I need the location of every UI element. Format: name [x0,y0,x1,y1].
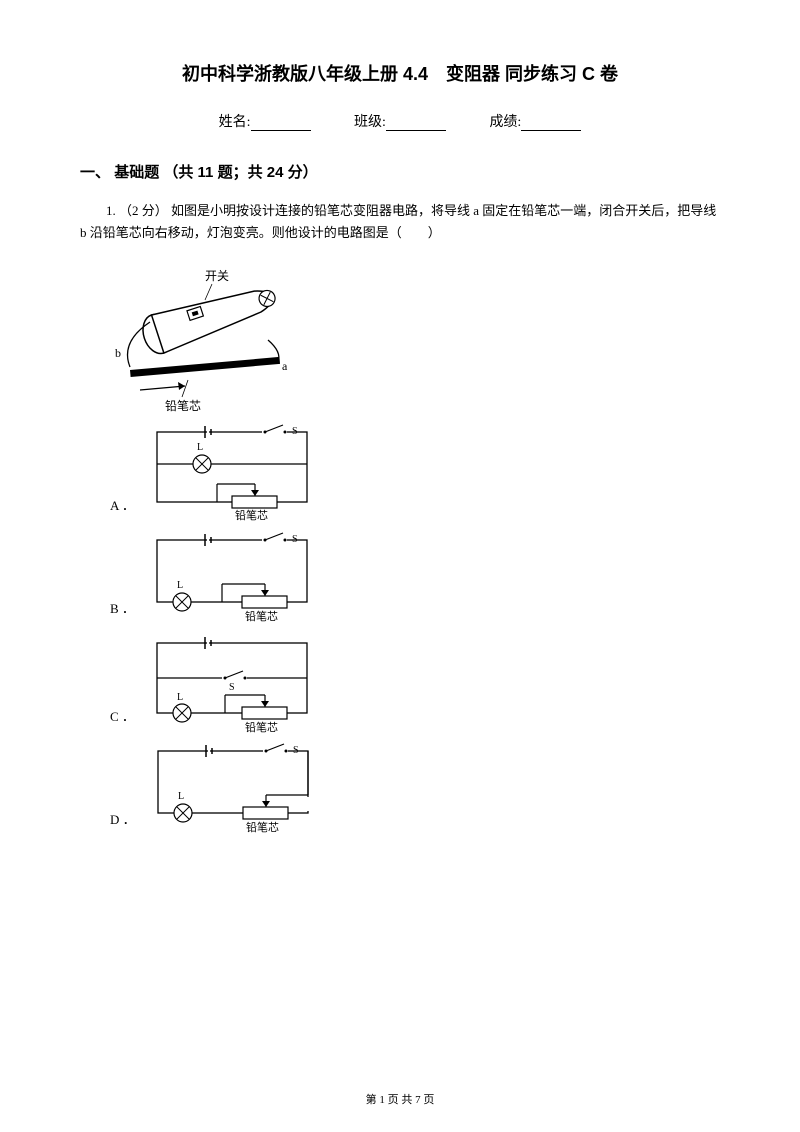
option-c: C ． S L 铅笔芯 [110,633,720,733]
circuit-d-icon: S L 铅笔芯 [148,741,318,836]
circuit-c-icon: S L 铅笔芯 [147,633,317,733]
svg-text:L: L [178,791,184,802]
circuit-b-icon: S L 铅笔芯 [147,530,317,625]
score-label: 成绩: [489,115,521,130]
class-label: 班级: [354,115,386,130]
svg-text:铅笔芯: 铅笔芯 [246,820,279,834]
option-c-label: C ． [110,706,135,733]
main-figure: 开关 b a 铅笔芯 [110,262,720,412]
page-number: 第 1 页 共 7 页 [366,1094,435,1106]
b-label: b [115,346,121,360]
q-number: 1. [106,203,116,218]
q-points: （2 分） [119,203,168,218]
page-footer: 第 1 页 共 7 页 [0,1091,800,1107]
svg-text:L: L [197,442,203,453]
circuit-a-icon: S L 铅笔芯 [147,422,317,522]
pencil-label: 铅笔芯 [165,398,201,412]
svg-text:S: S [292,534,298,545]
svg-text:S: S [292,426,298,437]
svg-text:S: S [229,682,235,693]
name-blank[interactable] [251,115,311,131]
option-a: A ． S L 铅笔芯 [110,422,720,522]
switch-label: 开关 [205,269,229,283]
svg-text:铅笔芯: 铅笔芯 [245,720,278,733]
svg-text:L: L [177,692,183,703]
q-text: 如图是小明按设计连接的铅笔芯变阻器电路，将导线 a 固定在铅笔芯一端，闭合开关后… [80,203,716,240]
score-blank[interactable] [521,115,581,131]
page-title: 初中科学浙教版八年级上册 4.4 变阻器 同步练习 C 卷 [80,60,720,86]
option-b: B ． S L 铅笔芯 [110,530,720,625]
svg-text:S: S [293,745,299,756]
section-title: 基础题 [114,164,159,181]
a-label: a [282,359,288,373]
name-label: 姓名: [219,115,251,130]
class-blank[interactable] [386,115,446,131]
student-info-line: 姓名: 班级: 成绩: [80,111,720,131]
option-d: D ． S L 铅笔芯 [110,741,720,836]
option-d-label: D ． [110,809,136,836]
option-b-label: B ． [110,598,135,625]
svg-text:铅笔芯: 铅笔芯 [245,609,278,623]
section-header: 一、 基础题 （共 11 题；共 24 分） [80,161,720,182]
option-a-label: A ． [110,495,135,522]
section-number: 一、 [80,164,110,181]
section-detail: （共 11 题；共 24 分） [163,164,317,181]
svg-text:铅笔芯: 铅笔芯 [235,508,268,522]
question-1: 1. （2 分） 如图是小明按设计连接的铅笔芯变阻器电路，将导线 a 固定在铅笔… [80,200,720,244]
svg-text:L: L [177,580,183,591]
